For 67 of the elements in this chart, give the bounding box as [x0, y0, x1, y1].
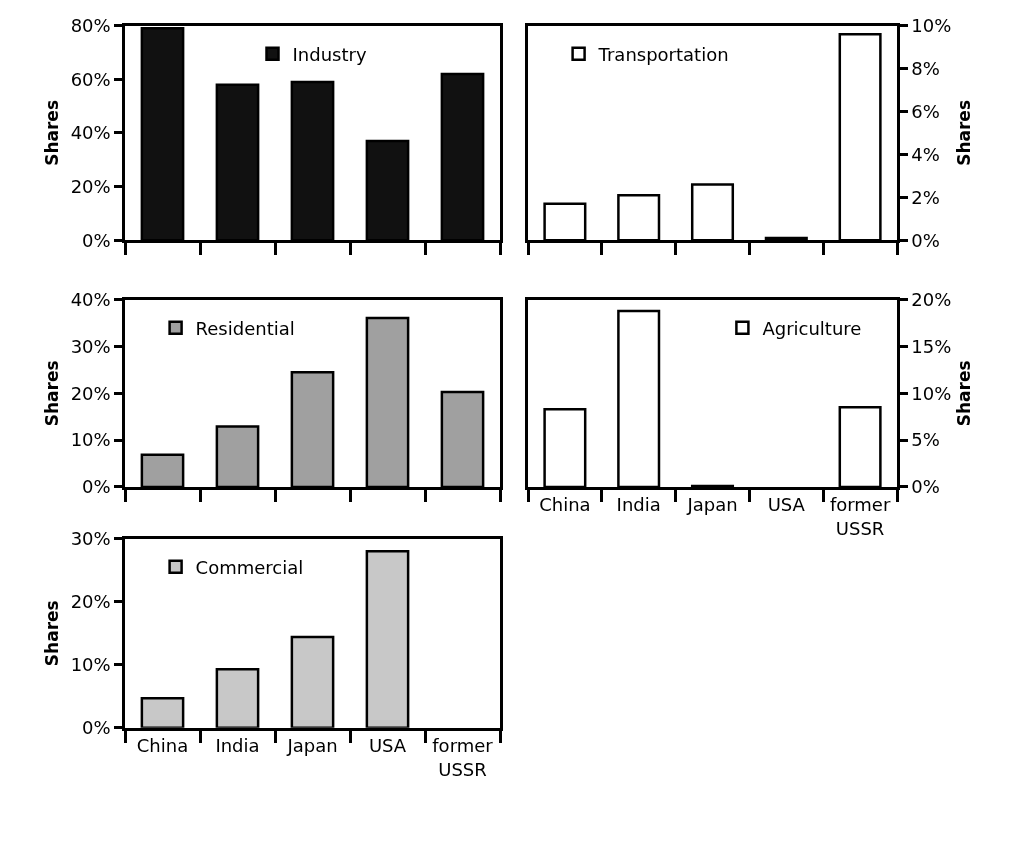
- y2-tick-label: 4%: [911, 143, 940, 165]
- y-tick-label: 20%: [70, 175, 111, 197]
- bar: [215, 425, 260, 487]
- bar: [617, 309, 661, 487]
- bar: [215, 83, 260, 241]
- bar: [690, 183, 735, 241]
- x-tick-label: China: [136, 735, 189, 757]
- bar: [543, 202, 587, 241]
- y2-tick-label: 15%: [911, 335, 952, 357]
- y-tick-label: 30%: [70, 335, 111, 357]
- bar: [365, 316, 410, 487]
- x-tick-label: former USSR: [829, 494, 891, 539]
- x-tick-label: Japan: [686, 494, 738, 516]
- y2-tick-label: 0%: [911, 476, 940, 498]
- y2-tick-label: 6%: [911, 100, 940, 122]
- y-tick-label: 80%: [70, 14, 111, 36]
- y2-axis-title: Shares: [953, 99, 974, 166]
- legend-label: Agriculture: [762, 317, 862, 339]
- legend-label: Commercial: [195, 556, 304, 578]
- y-axis-title: Shares: [42, 99, 63, 166]
- y-tick-label: 30%: [70, 527, 111, 549]
- y2-tick-label: 2%: [911, 186, 940, 208]
- y-tick-label: 40%: [70, 122, 111, 144]
- y-tick-label: 60%: [70, 68, 111, 90]
- bar: [290, 370, 335, 487]
- x-tick-label: former USSR: [432, 735, 494, 780]
- bar: [215, 667, 260, 728]
- bar: [365, 139, 410, 241]
- bar: [140, 27, 185, 241]
- x-tick-label: India: [616, 494, 661, 516]
- legend-label: Transportation: [597, 43, 729, 65]
- x-tick-label: USA: [767, 494, 806, 516]
- y-tick-label: 0%: [82, 717, 111, 739]
- y-tick-label: 10%: [70, 654, 111, 676]
- bar: [764, 236, 808, 241]
- bar: [617, 193, 661, 241]
- y-tick-label: 0%: [82, 476, 111, 498]
- y2-tick-label: 10%: [911, 14, 952, 36]
- bar: [365, 549, 410, 728]
- y-tick-label: 40%: [70, 288, 111, 310]
- bar: [838, 406, 882, 487]
- legend-label: Industry: [292, 43, 367, 65]
- bar: [290, 80, 335, 241]
- bar: [140, 453, 185, 487]
- y2-tick-label: 0%: [911, 229, 940, 251]
- bar: [290, 635, 335, 728]
- y2-tick-label: 8%: [911, 57, 940, 79]
- x-tick-label: India: [215, 735, 260, 757]
- bar: [440, 390, 485, 487]
- bar: [140, 696, 185, 728]
- bar: [838, 32, 882, 241]
- bar: [440, 72, 485, 241]
- x-tick-label: China: [539, 494, 591, 516]
- legend-label: Residential: [195, 317, 295, 339]
- y2-tick-label: 10%: [911, 382, 952, 404]
- y-tick-label: 20%: [70, 590, 111, 612]
- y-tick-label: 20%: [70, 382, 111, 404]
- y-tick-label: 10%: [70, 429, 111, 451]
- y-axis-title: Shares: [42, 600, 63, 667]
- y2-tick-label: 5%: [911, 429, 940, 451]
- x-tick-label: USA: [368, 735, 407, 757]
- y2-tick-label: 20%: [911, 288, 952, 310]
- x-tick-label: Japan: [286, 735, 338, 757]
- y2-axis-title: Shares: [953, 360, 974, 427]
- bar: [543, 407, 587, 487]
- y-tick-label: 0%: [82, 229, 111, 251]
- y-axis-title: Shares: [42, 360, 63, 427]
